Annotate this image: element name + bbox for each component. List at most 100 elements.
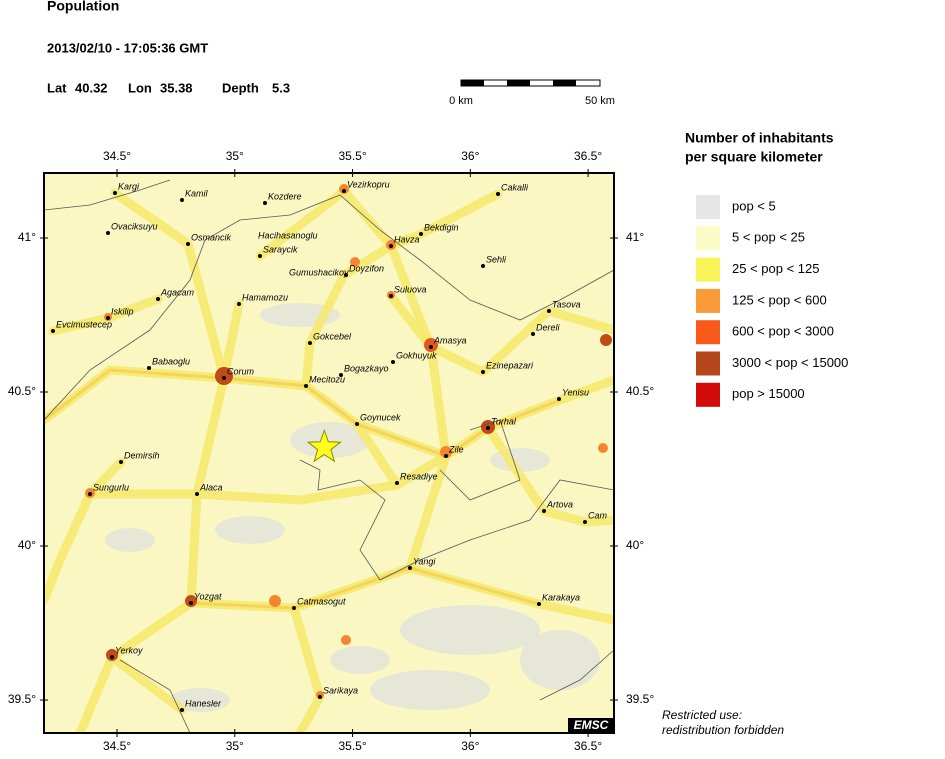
legend-swatch: [696, 226, 720, 251]
town-dot: [106, 231, 110, 235]
lat-label: 41°: [626, 230, 644, 244]
town-label: Gokcebel: [313, 331, 352, 341]
epicenter: [306, 429, 342, 463]
town-label: Yerkoy: [115, 645, 143, 655]
town-dot: [180, 708, 184, 712]
town-label: Osmancik: [191, 232, 232, 242]
town-label: Agacam: [160, 287, 195, 297]
town-dot: [106, 316, 110, 320]
town-label: Yozgat: [194, 591, 222, 601]
legend-swatch: [696, 288, 720, 313]
town-dot: [429, 345, 433, 349]
town-dot: [547, 309, 551, 313]
lat-label: 40°: [626, 538, 644, 552]
town-dot: [308, 341, 312, 345]
legend-label: pop < 5: [732, 198, 776, 213]
town-label: Yenisu: [562, 387, 589, 397]
town-label: Babaoglu: [152, 356, 190, 366]
lat-label: 39.5°: [626, 692, 654, 706]
town-dot: [557, 397, 561, 401]
lon-label: 36°: [461, 149, 479, 163]
legend-label: 5 < pop < 25: [732, 230, 805, 245]
notice-line: Restricted use:: [662, 708, 742, 722]
town-dot: [537, 602, 541, 606]
legend-swatch: [696, 382, 720, 407]
town-dot: [389, 244, 393, 248]
town-label: Catmasogut: [297, 596, 346, 606]
legend-swatch: [696, 351, 720, 376]
town-dot: [88, 492, 92, 496]
town-label: Karakaya: [542, 592, 580, 602]
town-label: Iskilip: [111, 306, 134, 316]
town-label: Hanesler: [185, 698, 222, 708]
legend-label: pop > 15000: [732, 386, 805, 401]
lat-label: 40.5°: [8, 384, 36, 398]
town-label: Zile: [448, 444, 464, 454]
town-label: Dereli: [536, 322, 561, 332]
town-dot: [180, 198, 184, 202]
town-dot: [263, 201, 267, 205]
depth-value: 5.3: [272, 80, 290, 95]
town-label: Kozdere: [268, 191, 302, 201]
town-dot: [444, 454, 448, 458]
town-dot: [147, 366, 151, 370]
town-dot: [51, 329, 55, 333]
sparse-areas: [105, 303, 600, 712]
town-label: Goynucek: [360, 412, 401, 422]
town-dot: [583, 520, 587, 524]
town-label: Hacihasanoglu: [258, 230, 318, 240]
lon-label: 35.5°: [338, 149, 366, 163]
town-dot: [195, 492, 199, 496]
scale-bar: 0 km 50 km: [449, 79, 615, 107]
lat-value: 40.32: [75, 80, 108, 95]
lon-value: 35.38: [160, 80, 193, 95]
scale-end: 50 km: [585, 95, 615, 107]
town-label: Bogazkayo: [344, 363, 389, 373]
towns: Kargi Kamil Kozdere Vezirkopru Cakalli Ovacik…: [51, 179, 608, 712]
legend: pop < 5 5 < pop < 25 25 < pop < 125 125 < p…: [696, 195, 848, 407]
town-label: Sungurlu: [93, 482, 129, 492]
town-label: Resadiye: [400, 471, 438, 481]
town-dot: [496, 192, 500, 196]
town-label: Sehli: [486, 254, 507, 264]
legend-label: 25 < pop < 125: [732, 261, 819, 276]
town-label: Amasya: [433, 335, 467, 345]
lon-label: 35.5°: [338, 739, 366, 753]
datetime: 2013/02/10 - 17:05:36 GMT: [47, 40, 208, 55]
town-dot: [258, 254, 262, 258]
town-dot: [389, 294, 393, 298]
town-dot: [339, 373, 343, 377]
lon-label: 36°: [461, 739, 479, 753]
town-label: Corum: [227, 366, 255, 376]
title: Population: [47, 0, 119, 14]
borders: [44, 179, 614, 733]
town-dot: [237, 302, 241, 306]
town-label: Sarikaya: [323, 685, 358, 695]
town-label: Hamamozu: [242, 292, 288, 302]
town-label: Yangi: [413, 556, 436, 566]
town-label: Artova: [546, 499, 573, 509]
legend-swatch: [696, 195, 720, 219]
town-label: Cam: [588, 510, 608, 520]
town-label: Gumushacikoy: [289, 267, 349, 277]
town-dot: [113, 191, 117, 195]
town-dot: [486, 426, 490, 430]
scale-seg: [553, 80, 576, 86]
town-dot: [391, 360, 395, 364]
town-dot: [189, 601, 193, 605]
town-dot: [419, 232, 423, 236]
town-label: Doyzifon: [349, 263, 384, 273]
graticule: 34.5° 34.5° 35° 35° 35.5° 35.5° 36° 36° 36.5° 36.…: [8, 149, 655, 753]
town-label: Saraycik: [263, 244, 298, 254]
lat-label: 40°: [18, 538, 36, 552]
town-label: Tasova: [552, 299, 581, 309]
lon-label: Lon: [128, 80, 152, 95]
legend-label: 125 < pop < 600: [732, 292, 827, 307]
town-label: Kamil: [185, 188, 209, 198]
lat-label: 41°: [18, 230, 36, 244]
lon-label: 35°: [226, 149, 244, 163]
legend-title-line: Number of inhabitants: [685, 130, 834, 146]
scale-seg: [507, 80, 530, 86]
town-dot: [156, 297, 160, 301]
